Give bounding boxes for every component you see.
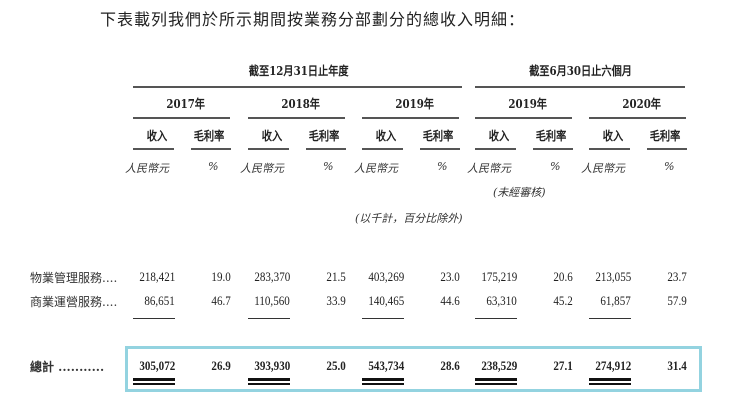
revenue-header: 收入: [602, 129, 624, 143]
revenue-value: 543,734: [368, 358, 404, 373]
margin-value: 46.7: [211, 293, 231, 308]
subtotal-underline: [362, 318, 404, 319]
year-header: 2019年: [395, 97, 435, 111]
revenue-value: 305,072: [139, 358, 175, 373]
subtotal-underline: [133, 318, 175, 319]
group-header-six-months: 截至6月30日止六個月: [529, 64, 632, 78]
divider: [533, 148, 573, 150]
margin-value: 45.2: [553, 293, 573, 308]
margin-value: 19.0: [211, 269, 231, 284]
margin-value: 21.5: [326, 269, 346, 284]
divider: [248, 117, 345, 119]
revenue-header: 收入: [261, 129, 283, 143]
revenue-unit: 人民幣元: [125, 162, 169, 175]
margin-header: 毛利率: [193, 129, 225, 143]
total-label: 總計 ...........: [30, 360, 105, 374]
revenue-value: 218,421: [139, 269, 175, 284]
subtotal-underline: [475, 318, 517, 319]
margin-value: 57.9: [667, 293, 687, 308]
year-header: 2017年: [166, 97, 206, 111]
total-double-underline: [133, 383, 175, 385]
margin-value: 20.6: [553, 269, 573, 284]
thousands-note: (以千計，百分比除外): [355, 212, 463, 225]
divider: [133, 117, 230, 119]
margin-value: 26.9: [211, 358, 231, 373]
subtotal-underline: [589, 318, 631, 319]
divider: [475, 148, 516, 150]
revenue-value: 140,465: [368, 293, 404, 308]
margin-unit: %: [323, 160, 334, 173]
divider: [306, 148, 346, 150]
total-double-underline: [589, 378, 631, 381]
divider: [191, 148, 231, 150]
total-double-underline: [133, 378, 175, 381]
divider: [589, 148, 630, 150]
revenue-value: 274,912: [595, 358, 631, 373]
total-double-underline: [362, 383, 404, 385]
divider: [647, 148, 687, 150]
revenue-header: 收入: [375, 129, 397, 143]
intro-text: 下表載列我們於所示期間按業務分部劃分的總收入明細：: [100, 10, 526, 29]
divider: [362, 117, 459, 119]
divider: [475, 117, 572, 119]
margin-value: 23.0: [440, 269, 460, 284]
year-header: 2019年: [508, 97, 548, 111]
margin-value: 27.1: [553, 358, 573, 373]
revenue-value: 61,857: [600, 293, 631, 308]
revenue-unit: 人民幣元: [354, 162, 398, 175]
margin-value: 33.9: [326, 293, 346, 308]
margin-unit: %: [437, 160, 448, 173]
unaudited-note: (未經審核): [493, 186, 546, 199]
margin-header: 毛利率: [535, 129, 567, 143]
group-header-annual: 截至12月31日止年度: [248, 64, 349, 78]
revenue-value: 393,930: [254, 358, 290, 373]
subtotal-underline: [248, 318, 290, 319]
divider: [420, 148, 460, 150]
margin-header: 毛利率: [308, 129, 340, 143]
divider: [133, 148, 174, 150]
revenue-value: 110,560: [254, 293, 290, 308]
revenue-value: 238,529: [481, 358, 517, 373]
revenue-value: 283,370: [254, 269, 290, 284]
margin-unit: %: [550, 160, 561, 173]
row-label: 商業運營服務....: [30, 295, 118, 309]
revenue-value: 403,269: [368, 269, 404, 284]
revenue-value: 86,651: [144, 293, 175, 308]
margin-header: 毛利率: [649, 129, 681, 143]
total-double-underline: [362, 378, 404, 381]
margin-value: 28.6: [440, 358, 460, 373]
revenue-unit: 人民幣元: [467, 162, 511, 175]
divider: [248, 148, 289, 150]
total-double-underline: [475, 378, 517, 381]
total-double-underline: [248, 378, 290, 381]
row-label: 物業管理服務....: [30, 271, 118, 285]
revenue-value: 213,055: [595, 269, 631, 284]
margin-value: 23.7: [667, 269, 687, 284]
margin-unit: %: [208, 160, 219, 173]
total-double-underline: [589, 383, 631, 385]
margin-value: 31.4: [667, 358, 687, 373]
revenue-header: 收入: [488, 129, 510, 143]
revenue-value: 63,310: [486, 293, 517, 308]
year-header: 2020年: [622, 97, 662, 111]
revenue-unit: 人民幣元: [240, 162, 284, 175]
margin-value: 25.0: [326, 358, 346, 373]
revenue-unit: 人民幣元: [581, 162, 625, 175]
total-highlight-box: [125, 346, 702, 392]
revenue-value: 175,219: [481, 269, 517, 284]
total-double-underline: [475, 383, 517, 385]
margin-unit: %: [664, 160, 675, 173]
margin-header: 毛利率: [422, 129, 454, 143]
divider: [589, 117, 686, 119]
margin-value: 44.6: [440, 293, 460, 308]
year-header: 2018年: [281, 97, 321, 111]
total-double-underline: [248, 383, 290, 385]
divider: [475, 86, 685, 88]
divider: [362, 148, 403, 150]
revenue-header: 收入: [146, 129, 168, 143]
divider: [133, 86, 462, 88]
